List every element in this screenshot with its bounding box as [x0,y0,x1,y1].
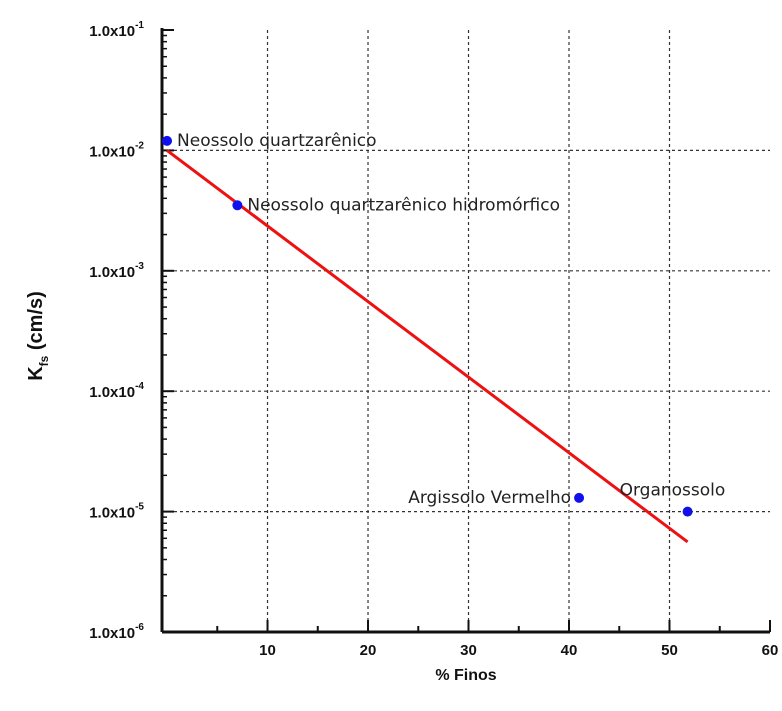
trend-line-group [166,149,689,544]
data-point [162,135,173,146]
point-label: Organossolo [620,481,726,501]
data-point [574,492,585,503]
y-tick-label: 1.0x10-6 [89,622,144,642]
y-axis-title-suffix: (cm/s) [25,291,47,355]
x-tick-label: 30 [460,642,477,659]
point-label: Argissolo Vermelho [408,488,571,508]
point-label: Neossolo quartzarênico hidromórfico [247,195,560,215]
y-axis-title: Kfs (cm/s) [25,291,51,381]
y-tick-label: 1.0x10-2 [89,140,144,160]
x-axis-title: % Finos [435,667,496,684]
x-tick-label: 60 [762,642,779,659]
y-tick-label: 1.0x10-4 [89,381,144,401]
x-tick-label: 50 [661,642,678,659]
y-tick-label: 1.0x10-3 [89,261,144,281]
axes [160,28,771,634]
x-tick-label: 10 [259,642,276,659]
data-point [232,200,243,211]
data-point [682,506,693,517]
y-tick-label: 1.0x10-1 [89,20,144,40]
data-points [162,135,693,517]
point-labels: Neossolo quartzarênico Neossolo quartzarê… [177,131,725,508]
y-tick-label: 1.0x10-5 [89,502,144,522]
point-label: Neossolo quartzarênico [177,131,377,151]
tick-labels: 10 20 30 40 50 60 1.0x10-6 1.0x10-5 1.0x10-4 1.0x… [89,20,778,659]
grid-lines [162,30,770,632]
x-tick-label: 20 [360,642,377,659]
trend-line [166,149,689,544]
y-axis-title-subscript: fs [37,355,51,366]
x-tick-label: 40 [561,642,578,659]
y-axis-title-main: K [25,366,47,381]
